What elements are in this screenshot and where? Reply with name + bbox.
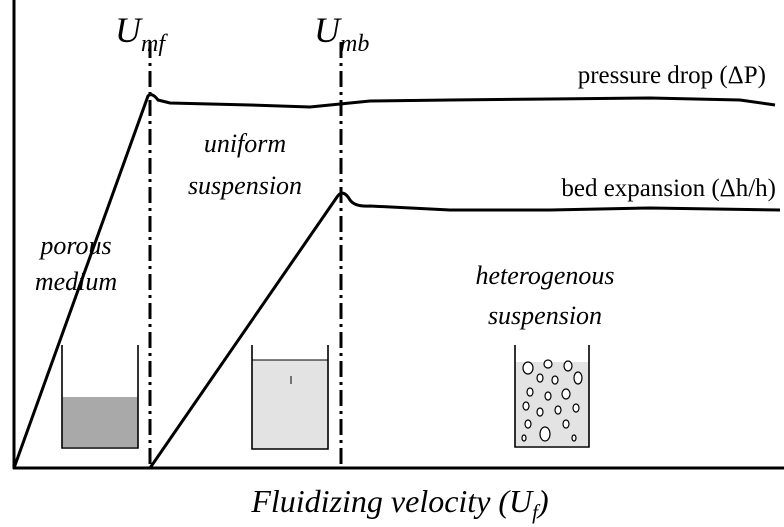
beaker bbox=[251, 345, 329, 450]
beaker bbox=[61, 345, 139, 449]
beaker bbox=[514, 345, 590, 448]
region-label: medium bbox=[35, 267, 117, 296]
region-label: heterogenous bbox=[475, 261, 614, 290]
region-label: suspension bbox=[488, 301, 602, 330]
region-label: porous bbox=[38, 231, 111, 260]
curve-label: pressure drop (ΔP) bbox=[578, 62, 766, 89]
bubbles bbox=[521, 359, 583, 442]
curve-label: bed expansion (Δh/h) bbox=[561, 175, 776, 202]
bed-expansion-curve bbox=[148, 191, 781, 469]
expanded-bed bbox=[251, 359, 329, 450]
x-axis-label: Fluidizing velocity (Uf) bbox=[250, 483, 548, 524]
packed-bed bbox=[62, 397, 138, 447]
marker-label: Umb bbox=[314, 10, 369, 57]
region-label: suspension bbox=[188, 171, 302, 200]
region-label: uniform bbox=[204, 129, 286, 158]
marker-label: Umf bbox=[115, 10, 168, 57]
pressure-drop-curve bbox=[12, 93, 776, 469]
